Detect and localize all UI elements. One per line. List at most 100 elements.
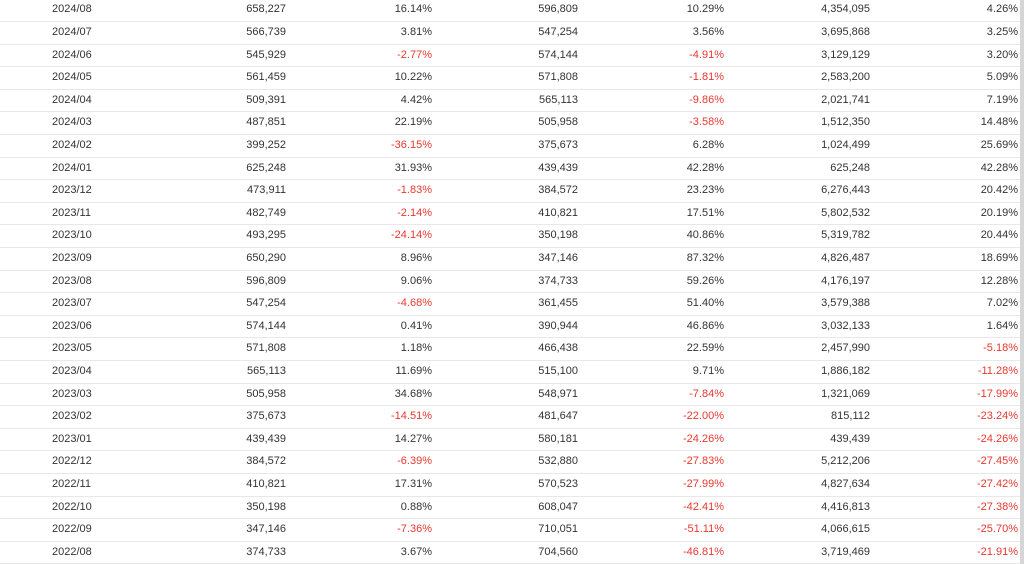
table-row: 2024/05 561,459 10.22% 571,808 -1.81% 2,…: [0, 66, 1020, 90]
prior-value-cell: 565,113: [434, 89, 580, 113]
change-cell: 0.88%: [288, 496, 434, 520]
prior-value-cell: 384,572: [434, 179, 580, 203]
table-row: 2024/01 625,248 31.93% 439,439 42.28% 62…: [0, 157, 1020, 181]
value-cell: 561,459: [100, 66, 288, 90]
cumulative-change-cell: 5.09%: [872, 66, 1020, 90]
month-cell: 2024/05: [0, 66, 100, 90]
prior-change-cell: -27.99%: [580, 473, 726, 497]
prior-change-cell: 23.23%: [580, 179, 726, 203]
cumulative-cell: 3,719,469: [726, 541, 872, 564]
table-row: 2023/11 482,749 -2.14% 410,821 17.51% 5,…: [0, 202, 1020, 226]
prior-value-cell: 532,880: [434, 450, 580, 474]
vertical-scrollbar[interactable]: [1020, 0, 1024, 564]
prior-value-cell: 466,438: [434, 337, 580, 361]
prior-value-cell: 350,198: [434, 224, 580, 249]
prior-change-cell: 40.86%: [580, 224, 726, 249]
cumulative-cell: 625,248: [726, 157, 872, 181]
prior-value-cell: 704,560: [434, 541, 580, 564]
prior-value-cell: 547,254: [434, 21, 580, 45]
prior-value-cell: 375,673: [434, 134, 580, 158]
cumulative-change-cell: -27.38%: [872, 496, 1020, 520]
scrollbar-thumb[interactable]: [1020, 0, 1024, 564]
change-cell: 3.67%: [288, 541, 434, 564]
value-cell: 439,439: [100, 428, 288, 452]
value-cell: 482,749: [100, 202, 288, 226]
change-cell: -6.39%: [288, 450, 434, 474]
cumulative-change-cell: -24.26%: [872, 428, 1020, 452]
month-cell: 2024/08: [0, 0, 100, 23]
change-cell: 3.81%: [288, 21, 434, 45]
prior-change-cell: -4.91%: [580, 44, 726, 68]
prior-change-cell: 9.71%: [580, 360, 726, 384]
table-row: 2022/12 384,572 -6.39% 532,880 -27.83% 5…: [0, 450, 1020, 474]
value-cell: 545,929: [100, 44, 288, 68]
month-cell: 2023/08: [0, 270, 100, 294]
prior-change-cell: -22.00%: [580, 405, 726, 429]
change-cell: 8.96%: [288, 247, 434, 271]
month-cell: 2024/06: [0, 44, 100, 68]
month-cell: 2023/10: [0, 224, 100, 249]
prior-change-cell: 3.56%: [580, 21, 726, 45]
prior-value-cell: 361,455: [434, 292, 580, 316]
month-cell: 2023/07: [0, 292, 100, 316]
table-row: 2024/04 509,391 4.42% 565,113 -9.86% 2,0…: [0, 89, 1020, 113]
table-row: 2024/08 658,227 16.14% 596,809 10.29% 4,…: [0, 0, 1020, 23]
table-row: 2024/06 545,929 -2.77% 574,144 -4.91% 3,…: [0, 44, 1020, 68]
prior-change-cell: 51.40%: [580, 292, 726, 316]
table-row: 2023/02 375,673 -14.51% 481,647 -22.00% …: [0, 405, 1020, 429]
month-cell: 2022/08: [0, 541, 100, 564]
value-cell: 596,809: [100, 270, 288, 294]
cumulative-cell: 2,021,741: [726, 89, 872, 113]
change-cell: -36.15%: [288, 134, 434, 158]
table-row: 2023/12 473,911 -1.83% 384,572 23.23% 6,…: [0, 179, 1020, 203]
prior-change-cell: -9.86%: [580, 89, 726, 113]
change-cell: 10.22%: [288, 66, 434, 90]
prior-change-cell: -42.41%: [580, 496, 726, 520]
cumulative-change-cell: -27.45%: [872, 450, 1020, 474]
change-cell: 11.69%: [288, 360, 434, 384]
cumulative-change-cell: 12.28%: [872, 270, 1020, 294]
prior-change-cell: 87.32%: [580, 247, 726, 271]
cumulative-change-cell: 25.69%: [872, 134, 1020, 158]
value-cell: 509,391: [100, 89, 288, 113]
prior-value-cell: 570,523: [434, 473, 580, 497]
prior-change-cell: -7.84%: [580, 383, 726, 407]
cumulative-change-cell: 4.26%: [872, 0, 1020, 23]
change-cell: 9.06%: [288, 270, 434, 294]
cumulative-cell: 439,439: [726, 428, 872, 452]
cumulative-cell: 2,583,200: [726, 66, 872, 90]
change-cell: 31.93%: [288, 157, 434, 181]
prior-value-cell: 710,051: [434, 518, 580, 542]
value-cell: 571,808: [100, 337, 288, 361]
prior-value-cell: 410,821: [434, 202, 580, 226]
cumulative-cell: 3,579,388: [726, 292, 872, 316]
cumulative-cell: 3,695,868: [726, 21, 872, 45]
value-cell: 505,958: [100, 383, 288, 407]
value-cell: 487,851: [100, 111, 288, 136]
month-cell: 2024/04: [0, 89, 100, 113]
prior-change-cell: 17.51%: [580, 202, 726, 226]
cumulative-cell: 1,321,069: [726, 383, 872, 407]
cumulative-cell: 4,066,615: [726, 518, 872, 542]
value-cell: 473,911: [100, 179, 288, 203]
prior-change-cell: 42.28%: [580, 157, 726, 181]
prior-value-cell: 515,100: [434, 360, 580, 384]
change-cell: 17.31%: [288, 473, 434, 497]
month-cell: 2023/03: [0, 383, 100, 407]
change-cell: -2.77%: [288, 44, 434, 68]
month-cell: 2022/11: [0, 473, 100, 497]
month-cell: 2024/07: [0, 21, 100, 45]
table-row: 2024/03 487,851 22.19% 505,958 -3.58% 1,…: [0, 111, 1020, 136]
cumulative-cell: 815,112: [726, 405, 872, 429]
change-cell: 14.27%: [288, 428, 434, 452]
change-cell: 1.18%: [288, 337, 434, 361]
cumulative-cell: 2,457,990: [726, 337, 872, 361]
value-cell: 384,572: [100, 450, 288, 474]
prior-value-cell: 608,047: [434, 496, 580, 520]
cumulative-change-cell: -11.28%: [872, 360, 1020, 384]
cumulative-change-cell: 20.42%: [872, 179, 1020, 203]
value-cell: 625,248: [100, 157, 288, 181]
cumulative-cell: 1,886,182: [726, 360, 872, 384]
cumulative-change-cell: 7.02%: [872, 292, 1020, 316]
table-row: 2023/07 547,254 -4.68% 361,455 51.40% 3,…: [0, 292, 1020, 316]
